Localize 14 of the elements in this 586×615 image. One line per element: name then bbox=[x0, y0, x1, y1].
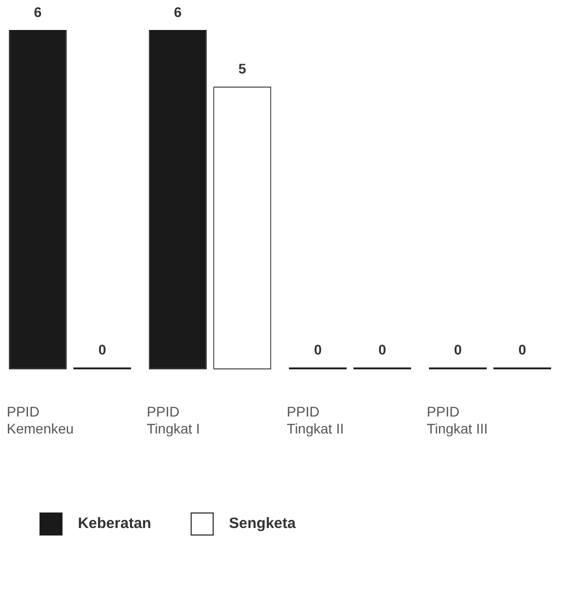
x-tick-label: PPID Kemenkeu bbox=[6, 404, 74, 436]
legend-label: Keberatan bbox=[70, 515, 152, 532]
data-label: 5 bbox=[238, 60, 246, 76]
data-label: 0 bbox=[98, 341, 106, 358]
data-label: 0 bbox=[378, 341, 386, 358]
data-label: 6 bbox=[174, 4, 182, 20]
data-label: 0 bbox=[518, 341, 526, 358]
x-tick-label: PPID Tingkat I bbox=[146, 404, 200, 436]
data-label: 0 bbox=[314, 341, 322, 358]
x-tick-label: PPID Tingkat II bbox=[286, 404, 344, 436]
data-label: 0 bbox=[454, 341, 462, 358]
x-tick-label: PPID Tingkat III bbox=[426, 404, 488, 436]
legend-label: Sengketa bbox=[220, 515, 296, 532]
data-label: 6 bbox=[34, 4, 42, 20]
